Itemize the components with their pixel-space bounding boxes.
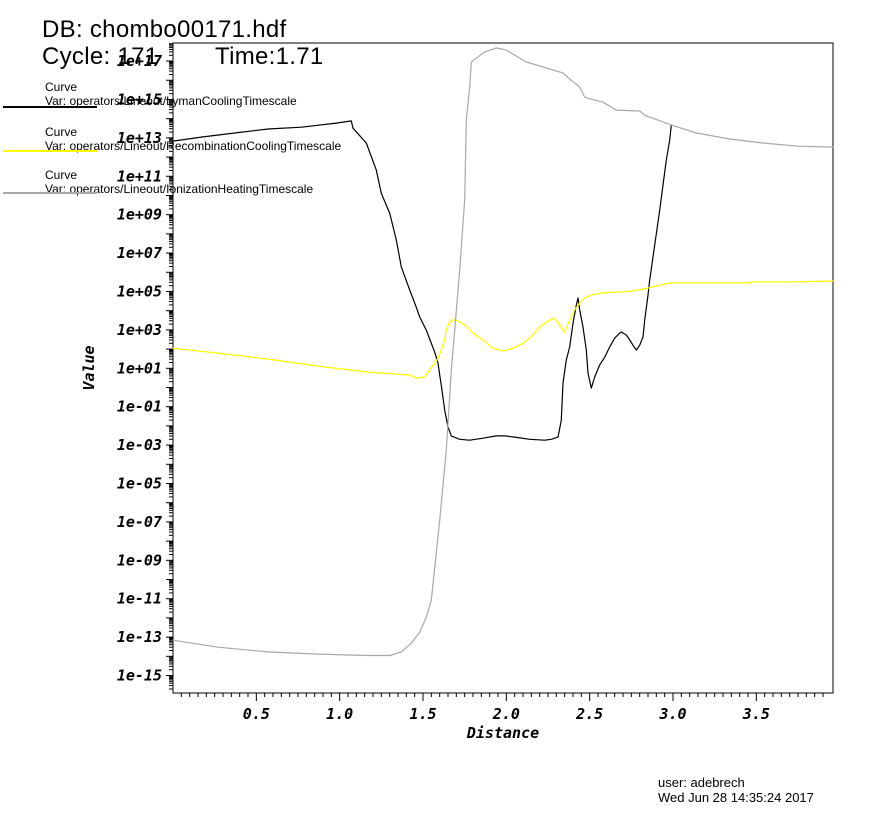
legend-line-swatch-yellow [3, 150, 97, 152]
x-axis-tick-label: 3.5 [742, 705, 770, 723]
y-axis-tick-label: 1e+09 [117, 206, 162, 224]
x-axis-tick-label: 2.0 [492, 705, 520, 723]
user-label: user: adebrech [658, 775, 745, 790]
x-axis-title: Distance [466, 724, 539, 742]
legend-curve-title: Curve [45, 80, 78, 94]
legend-var-label: Var: operators/Lineout/RecombinationCool… [45, 139, 342, 153]
legend-curve-title: Curve [45, 168, 78, 182]
time-label: Time:1.71 [215, 43, 324, 70]
legend-curve-title: Curve [45, 125, 78, 139]
y-axis-tick-label: 1e+03 [117, 321, 162, 339]
cycle-label: Cycle: 171 [42, 43, 159, 70]
y-axis-tick-label: 1e-01 [117, 398, 162, 416]
legend-var-label: Var: operators/Lineout/IonizationHeating… [45, 182, 314, 196]
y-axis-tick-label: 1e+05 [117, 282, 162, 300]
series-curve-RecombinationCoolingTimescale [172, 280, 834, 379]
x-axis-tick-label: 1.0 [326, 705, 353, 723]
y-axis-tick-label: 1e+07 [117, 244, 162, 262]
timestamp-label: Wed Jun 28 14:35:24 2017 [658, 790, 814, 805]
y-axis-tick-label: 1e-07 [117, 513, 162, 531]
x-axis-tick-label: 1.5 [409, 705, 436, 723]
y-axis-tick-label: 1e-11 [117, 590, 162, 608]
y-axis-tick-label: 1e-03 [117, 436, 162, 454]
y-axis-tick-label: 1e-05 [117, 475, 162, 493]
y-axis-tick-label: 1e-13 [117, 628, 162, 646]
y-axis-tick-label: 1e-15 [117, 667, 162, 685]
series-curve-LymanCoolingTimescale [172, 120, 672, 441]
y-axis-tick-label: 1e+11 [117, 167, 162, 185]
x-axis-tick-label: 0.5 [243, 705, 270, 723]
legend-line-swatch-gray [3, 192, 97, 194]
y-axis-tick-label: 1e+13 [117, 129, 162, 147]
plot-border [172, 42, 834, 694]
legend-line-swatch-black [3, 106, 97, 108]
y-axis-tick-label: 1e+01 [117, 359, 162, 377]
y-axis-tick-label: 1e-09 [117, 551, 162, 569]
x-axis-tick-label: 3.0 [658, 705, 686, 723]
y-axis-tick-label: 1e+17 [117, 52, 162, 70]
y-axis-title: Value [80, 345, 98, 390]
series-curve-IonizationHeatingTimescale [172, 47, 834, 657]
database-title: DB: chombo00171.hdf [42, 16, 287, 43]
y-axis-tick-label: 1e+15 [117, 90, 162, 108]
x-axis-tick-label: 2.5 [575, 705, 603, 723]
